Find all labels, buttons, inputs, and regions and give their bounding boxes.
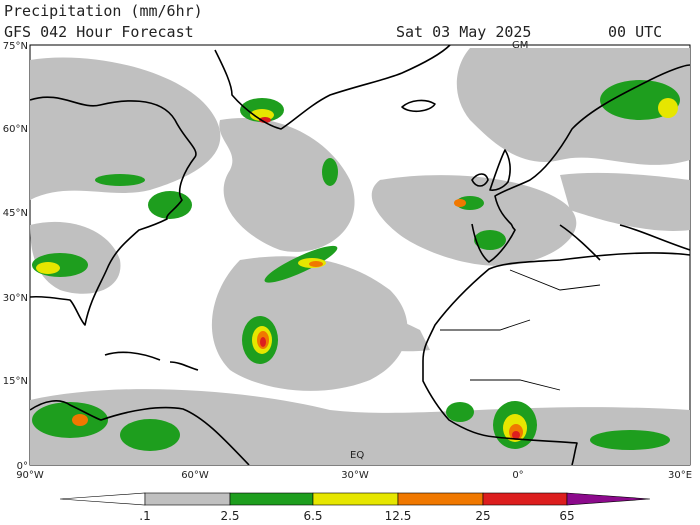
colorbar-labels: .1 2.5 6.5 12.5 25 65 (139, 509, 574, 523)
lon-label: 60°W (181, 470, 209, 481)
title: Precipitation (mm/6hr) (4, 2, 203, 20)
colorbar-segment (482, 492, 568, 506)
colorbar (59, 492, 651, 506)
colorbar-high (566, 492, 651, 506)
date: Sat 03 May 2025 (396, 23, 531, 41)
lon-label: 30°W (341, 470, 369, 481)
lat-label: 15°N (3, 376, 28, 387)
lon-label: 30°E (668, 470, 692, 481)
colorbar-segment (144, 492, 231, 506)
colorbar-label: .1 (139, 509, 150, 523)
colorbar-label: 25 (475, 509, 490, 523)
equator-label: EQ (350, 450, 364, 461)
lat-label: 45°N (3, 208, 28, 219)
lat-label: 30°N (3, 293, 28, 304)
coastlines (29, 44, 691, 466)
precip-extreme (259, 117, 520, 439)
colorbar-segment (229, 492, 314, 506)
longitude-labels: 90°W 60°W 30°W 0° 30°E (16, 470, 692, 481)
lon-label: 90°W (16, 470, 44, 481)
lat-label: 60°N (3, 124, 28, 135)
time: 00 UTC (608, 23, 662, 41)
subtitle: GFS 042 Hour Forecast (4, 23, 194, 41)
colorbar-label: 2.5 (220, 509, 239, 523)
latitude-labels: 75°N 60°N 45°N 30°N 15°N 0° (3, 41, 28, 472)
colorbar-label: 6.5 (303, 509, 322, 523)
lat-label: 0° (17, 461, 28, 472)
prime-meridian-label: GM (512, 40, 528, 51)
lat-label: 75°N (3, 41, 28, 52)
colorbar-segment (397, 492, 484, 506)
colorbar-segment (312, 492, 399, 506)
colorbar-label: 65 (559, 509, 574, 523)
lon-label: 0° (512, 470, 523, 481)
colorbar-low (59, 492, 146, 506)
map-area: GM EQ (29, 40, 691, 466)
colorbar-label: 12.5 (385, 509, 412, 523)
